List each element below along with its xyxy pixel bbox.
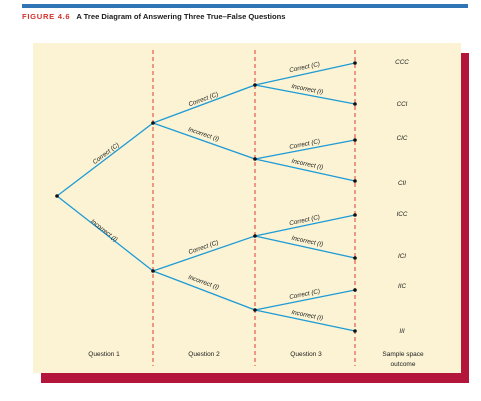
branch-q3-correct-4 [254, 289, 356, 311]
figure-label: FIGURE 4.6 [22, 12, 71, 21]
leaf-cii [353, 179, 357, 183]
outcome-iic: IIC [398, 283, 406, 290]
label-q1-incorrect: Incorrect (I) [89, 218, 119, 243]
branch-q1-incorrect [56, 195, 154, 272]
header-bar [22, 4, 468, 8]
branch-q3-incorrect-4 [254, 309, 356, 332]
node-cc [253, 83, 257, 87]
leaf-ccc [353, 61, 357, 65]
node-ci [253, 157, 257, 161]
branch-q3-correct-1 [254, 62, 356, 86]
label-q3-incorrect-3: Incorrect (I) [291, 235, 324, 249]
diagram-panel [33, 43, 461, 373]
outcome-ici: ICI [398, 253, 406, 260]
branch-q1-correct [56, 122, 154, 197]
branch-q2-incorrect-lower [152, 270, 256, 311]
node-ii [253, 308, 257, 312]
branch-q3-correct-2 [254, 139, 356, 160]
figure-title-text: A Tree Diagram of Answering Three True–F… [76, 12, 286, 21]
branch-q2-correct-lower [152, 235, 256, 272]
outcome-cii: CII [398, 180, 406, 187]
node-ic [253, 234, 257, 238]
leaf-ici [353, 256, 357, 260]
leaf-iic [353, 288, 357, 292]
label-q3-incorrect-1: Incorrect (I) [291, 83, 324, 96]
root-node [55, 194, 59, 198]
branch-q3-incorrect-3 [254, 235, 356, 259]
stage-label-outcome: outcome [391, 361, 416, 368]
leaf-icc [353, 213, 357, 217]
outcome-ccc: CCC [395, 59, 409, 66]
outcome-cic: CIC [397, 135, 408, 142]
label-q1-correct: Correct (C) [92, 142, 121, 166]
stage-label-question-2: Question 2 [188, 351, 220, 358]
figure-title: FIGURE 4.6 A Tree Diagram of Answering Th… [22, 12, 286, 21]
outcome-cci: CCI [397, 101, 408, 108]
leaf-cci [353, 102, 357, 106]
stage-label-question-1: Question 1 [88, 351, 120, 358]
stage-label-sample-space: Sample space [382, 351, 424, 358]
label-q2-incorrect-lower: Incorrect (I) [187, 274, 220, 292]
label-q3-correct-4: Correct (C) [289, 288, 321, 301]
node-c [151, 121, 155, 125]
branch-q3-incorrect-1 [254, 84, 356, 105]
outcome-icc: ICC [397, 211, 408, 218]
leaf-iii [353, 329, 357, 333]
outcome-iii: III [399, 328, 404, 335]
branch-q2-incorrect-upper [152, 122, 256, 160]
branch-q3-incorrect-2 [254, 158, 356, 182]
node-i [151, 269, 155, 273]
label-q3-incorrect-2: Incorrect (I) [291, 158, 324, 172]
branch-q3-correct-3 [254, 214, 356, 237]
leaf-cic [353, 138, 357, 142]
stage-label-question-3: Question 3 [290, 351, 322, 358]
label-q3-incorrect-4: Incorrect (I) [291, 309, 324, 322]
branch-q2-correct-upper [152, 84, 256, 124]
